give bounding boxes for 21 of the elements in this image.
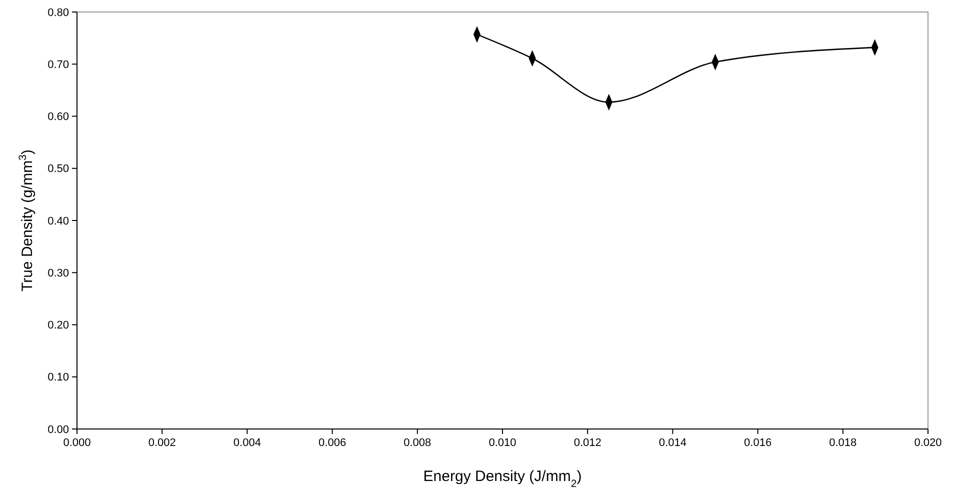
x-tick-label: 0.004: [233, 437, 261, 449]
x-tick-label: 0.010: [488, 437, 516, 449]
y-tick-label: 0.70: [48, 58, 69, 71]
x-tick-label: 0.018: [829, 437, 857, 449]
x-tick-label: 0.020: [914, 437, 942, 449]
y-tick-label: 0.50: [48, 163, 69, 176]
x-tick-label: 0.016: [744, 437, 772, 449]
x-tick-label: 0.002: [148, 437, 176, 449]
x-axis-title: Energy Density (J/mm$_{2}$): [423, 468, 582, 490]
y-tick-label: 0.30: [48, 267, 69, 280]
x-tick-label: 0.014: [658, 437, 686, 449]
y-tick-label: 0.60: [48, 111, 69, 124]
x-tick-label: 0.012: [574, 437, 602, 449]
x-tick-label: 0.000: [63, 437, 91, 449]
y-tick-label: 0.40: [48, 215, 69, 228]
y-tick-label: 0.00: [48, 424, 69, 436]
y-tick-label: 0.10: [48, 372, 69, 384]
y-tick-label: 0.80: [48, 6, 69, 19]
x-tick-label: 0.008: [404, 437, 432, 449]
y-tick-label: 0.20: [48, 320, 69, 332]
x-tick-label: 0.006: [318, 437, 346, 449]
